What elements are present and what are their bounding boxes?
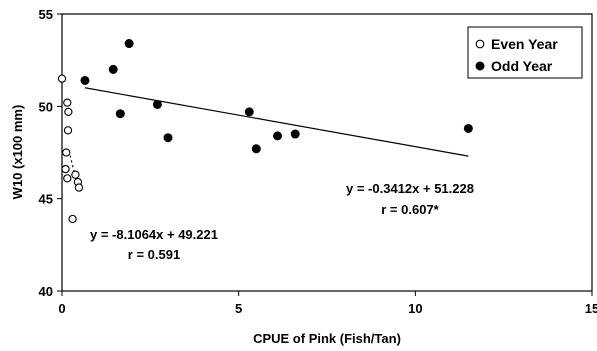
- data-point-even-year: [63, 174, 72, 183]
- data-point-odd-year: [290, 129, 300, 139]
- data-point-even-year: [71, 170, 80, 179]
- y-tick-label: 50: [39, 99, 53, 114]
- data-point-odd-year: [163, 133, 173, 143]
- legend-label-even-year: Even Year: [491, 36, 558, 52]
- odd-year-r-value: r = 0.607*: [381, 202, 439, 217]
- x-tick-label: 5: [235, 301, 242, 316]
- legend-marker-even-year: [475, 39, 485, 49]
- odd-year-equation: y = -0.3412x + 51.228: [346, 181, 474, 196]
- data-point-even-year: [63, 126, 73, 135]
- x-tick-label: 15: [585, 301, 597, 316]
- y-axis-title: W10 (x100 mm): [10, 105, 25, 200]
- data-point-odd-year: [251, 144, 261, 154]
- data-point-even-year: [74, 183, 84, 192]
- even-year-r-value: r = 0.591: [128, 247, 180, 262]
- x-axis: 0 5 10 15: [58, 291, 597, 316]
- trendlines: [68, 87, 469, 189]
- data-point-even-year: [61, 164, 70, 174]
- data-point-even-year: [57, 74, 67, 83]
- data-point-even-year: [63, 98, 72, 107]
- data-point-odd-year: [273, 131, 283, 141]
- legend-box: [467, 26, 583, 79]
- y-tick-label: 40: [39, 284, 53, 299]
- odd-year-regression-annotation: y = -0.3412x + 51.228 r = 0.607*: [346, 181, 474, 217]
- data-point-odd-year: [152, 99, 162, 109]
- trendline-even-year: [68, 150, 79, 189]
- trendline-odd-year: [84, 87, 469, 157]
- x-tick-label: 10: [408, 301, 422, 316]
- data-point-even-year: [62, 148, 71, 157]
- x-tick-label: 0: [58, 301, 65, 316]
- y-tick-label: 45: [39, 192, 53, 207]
- data-point-even-year: [68, 214, 77, 224]
- data-point-even-year: [64, 107, 73, 117]
- y-axis: 40 45 50 55: [39, 7, 62, 299]
- data-point-odd-year: [80, 75, 90, 85]
- data-points: [57, 39, 473, 224]
- y-tick-label: 55: [39, 7, 53, 22]
- data-point-odd-year: [463, 123, 473, 133]
- data-point-odd-year: [108, 64, 118, 74]
- data-point-odd-year: [124, 39, 134, 49]
- data-point-odd-year: [244, 107, 254, 117]
- legend-marker-odd-year: [475, 61, 485, 71]
- legend-label-odd-year: Odd Year: [491, 58, 553, 74]
- legend: Even Year Odd Year: [467, 26, 583, 79]
- x-axis-title: CPUE of Pink (Fish/Tan): [253, 331, 401, 346]
- data-point-odd-year: [115, 109, 125, 119]
- even-year-regression-annotation: y = -8.1064x + 49.221 r = 0.591: [90, 227, 218, 262]
- even-year-equation: y = -8.1064x + 49.221: [90, 227, 218, 242]
